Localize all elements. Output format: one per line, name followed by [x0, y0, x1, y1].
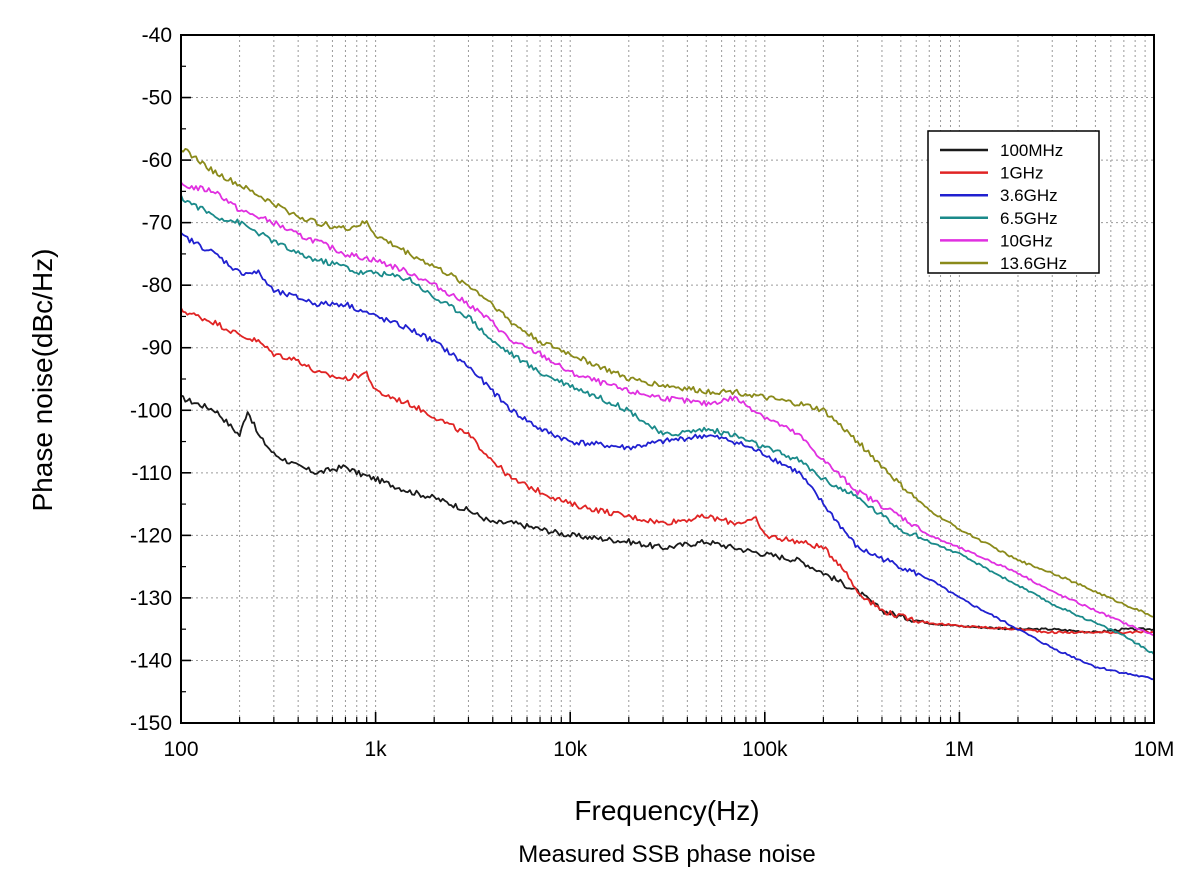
y-tick-label: -60 [142, 149, 172, 172]
y-tick-label: -120 [130, 524, 172, 547]
series-line-1ghz [180, 307, 1155, 635]
legend-box [927, 130, 1100, 274]
series-line-100mhz [180, 394, 1155, 634]
series-line-13-6ghz [180, 147, 1155, 618]
y-tick-label: -90 [142, 337, 172, 360]
y-tick-label: -40 [142, 24, 172, 47]
y-tick-label: -80 [142, 274, 172, 297]
legend: 100MHz 1GHz 3.6GHz 6.5GHz 10GHz 13.6GHz [927, 130, 1100, 274]
x-tick-label: 100 [163, 738, 198, 761]
series-line-10ghz [180, 181, 1155, 637]
legend-label: 1GHz [1000, 164, 1043, 183]
y-tick-label: -150 [130, 712, 172, 735]
ticks: 100 1k 10k 100k 1M 10M -40 -50 -60 -70 -80 -90 -100 -… [130, 24, 1174, 761]
series-line-3-6ghz [180, 232, 1154, 681]
y-tick-label: -100 [130, 399, 172, 422]
x-tick-label: 1k [365, 738, 388, 761]
series-line-6-5ghz [180, 194, 1155, 655]
chart-caption: Measured SSB phase noise [518, 841, 816, 868]
y-tick-label: -140 [130, 649, 172, 672]
legend-label: 3.6GHz [1000, 186, 1058, 205]
y-tick-label: -130 [130, 587, 172, 610]
y-tick-label: -110 [132, 462, 172, 485]
legend-label: 100MHz [1000, 141, 1063, 160]
x-tick-label: 100k [742, 738, 788, 761]
y-axis-title: Phase noise(dBc/Hz) [27, 248, 58, 511]
legend-label: 10GHz [1000, 231, 1053, 250]
series-lines [180, 147, 1155, 681]
x-tick-label: 10k [553, 738, 587, 761]
legend-label: 6.5GHz [1000, 209, 1058, 228]
y-tick-label: -70 [142, 212, 172, 235]
x-tick-label: 1M [945, 738, 974, 761]
y-tick-label: -50 [142, 87, 172, 110]
x-tick-label: 10M [1134, 738, 1175, 761]
x-axis-title: Frequency(Hz) [574, 795, 759, 826]
legend-label: 13.6GHz [1000, 254, 1067, 273]
